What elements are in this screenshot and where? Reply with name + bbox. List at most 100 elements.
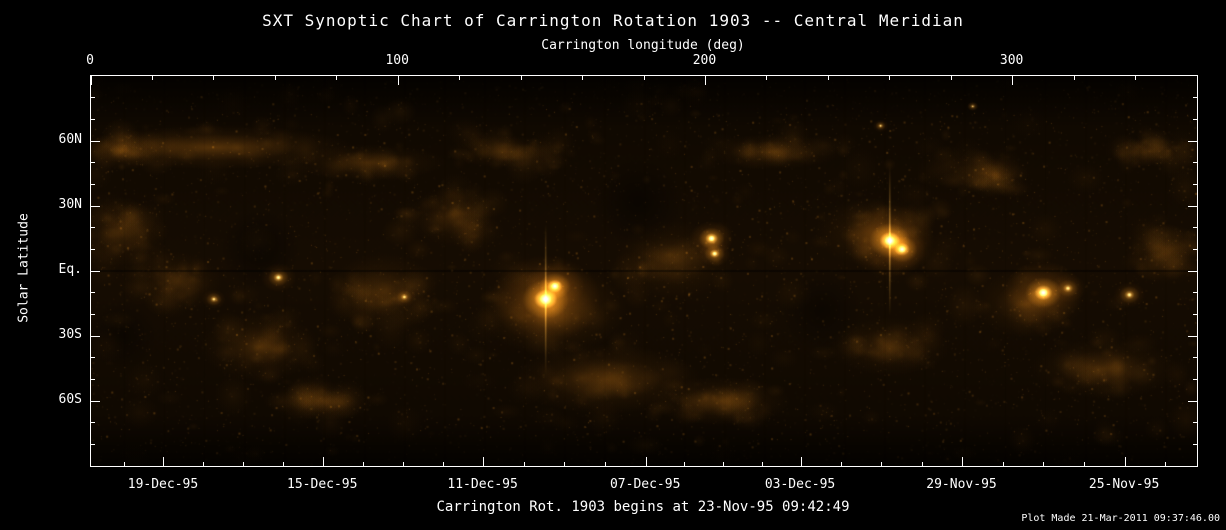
date-minor-tick: [1165, 462, 1167, 466]
latitude-major-tick: [91, 335, 100, 337]
date-major-tick: [322, 457, 324, 466]
longitude-minor-tick: [950, 76, 952, 80]
latitude-tick-label: 60N: [58, 132, 82, 147]
latitude-minor-tick: [1193, 183, 1197, 185]
latitude-minor-tick: [1193, 443, 1197, 445]
latitude-minor-tick: [91, 443, 95, 445]
longitude-minor-tick: [520, 76, 522, 80]
date-minor-tick: [203, 462, 205, 466]
longitude-major-tick: [1012, 76, 1014, 85]
latitude-minor-tick: [1193, 118, 1197, 120]
longitude-minor-tick: [459, 76, 461, 80]
latitude-minor-tick: [1193, 313, 1197, 315]
date-minor-tick: [1043, 462, 1045, 466]
date-minor-tick: [921, 462, 923, 466]
longitude-tick-label: 300: [999, 53, 1024, 68]
latitude-major-tick: [1188, 335, 1197, 337]
latitude-minor-tick: [91, 248, 95, 250]
date-major-tick: [483, 457, 485, 466]
plot-made-timestamp: Plot Made 21-Mar-2011 09:37:46.00: [1021, 513, 1220, 524]
date-minor-tick: [564, 462, 566, 466]
latitude-minor-tick: [91, 378, 95, 380]
longitude-minor-tick: [643, 76, 645, 80]
date-minor-tick: [684, 462, 686, 466]
longitude-minor-tick: [336, 76, 338, 80]
y-axis-label: Solar Latitude: [16, 213, 32, 323]
date-tick-label: 07-Dec-95: [609, 477, 681, 492]
date-major-tick: [962, 457, 964, 466]
latitude-major-tick: [91, 270, 100, 272]
latitude-minor-tick: [1193, 292, 1197, 294]
plot-area: [90, 75, 1198, 467]
date-minor-tick: [723, 462, 725, 466]
date-minor-tick: [402, 462, 404, 466]
latitude-major-tick: [91, 205, 100, 207]
longitude-major-tick: [90, 76, 92, 85]
longitude-minor-tick: [582, 76, 584, 80]
latitude-major-tick: [91, 140, 100, 142]
rotation-start-caption: Carrington Rot. 1903 begins at 23-Nov-95…: [436, 499, 850, 515]
x-axis-label: Carrington longitude (deg): [541, 38, 745, 53]
longitude-minor-tick: [151, 76, 153, 80]
longitude-tick-label: 0: [86, 53, 94, 68]
date-tick-label: 11-Dec-95: [447, 477, 518, 492]
longitude-tick-label: 100: [385, 53, 409, 68]
longitude-minor-tick: [274, 76, 276, 80]
longitude-minor-tick: [889, 76, 891, 80]
date-minor-tick: [1083, 462, 1085, 466]
date-minor-tick: [605, 462, 607, 466]
longitude-minor-tick: [1073, 76, 1075, 80]
latitude-minor-tick: [1193, 227, 1197, 229]
latitude-tick-label: 30N: [58, 197, 82, 212]
date-tick-label: 19-Dec-95: [127, 477, 199, 492]
latitude-tick-label: 30S: [58, 327, 82, 342]
latitude-minor-tick: [1193, 248, 1197, 250]
date-major-tick: [800, 457, 802, 466]
latitude-minor-tick: [91, 357, 95, 359]
latitude-minor-tick: [1193, 97, 1197, 99]
latitude-major-tick: [1188, 205, 1197, 207]
date-minor-tick: [243, 462, 245, 466]
latitude-major-tick: [1188, 400, 1197, 402]
latitude-tick-label: 60S: [58, 392, 82, 407]
latitude-major-tick: [1188, 140, 1197, 142]
latitude-minor-tick: [91, 118, 95, 120]
date-major-tick: [163, 457, 165, 466]
date-minor-tick: [362, 462, 364, 466]
synoptic-map-canvas: [91, 76, 1197, 466]
date-tick-label: 25-Nov-95: [1088, 477, 1160, 492]
longitude-major-tick: [397, 76, 399, 85]
longitude-tick-label: 200: [692, 53, 717, 68]
latitude-minor-tick: [91, 227, 95, 229]
date-minor-tick: [881, 462, 883, 466]
date-major-tick: [1124, 457, 1126, 466]
date-minor-tick: [523, 462, 525, 466]
latitude-minor-tick: [1193, 378, 1197, 380]
latitude-minor-tick: [91, 162, 95, 164]
longitude-major-tick: [704, 76, 706, 85]
latitude-major-tick: [1188, 270, 1197, 272]
longitude-minor-tick: [766, 76, 768, 80]
latitude-minor-tick: [91, 422, 95, 424]
latitude-minor-tick: [91, 292, 95, 294]
longitude-minor-tick: [1135, 76, 1137, 80]
latitude-minor-tick: [91, 97, 95, 99]
date-minor-tick: [123, 462, 125, 466]
longitude-minor-tick: [213, 76, 215, 80]
date-tick-label: 15-Dec-95: [287, 477, 358, 492]
date-minor-tick: [761, 462, 763, 466]
date-minor-tick: [1002, 462, 1004, 466]
date-tick-label: 03-Dec-95: [764, 477, 836, 492]
date-major-tick: [645, 457, 647, 466]
chart-title: SXT Synoptic Chart of Carrington Rotatio…: [262, 11, 964, 30]
date-minor-tick: [282, 462, 284, 466]
date-minor-tick: [443, 462, 445, 466]
date-tick-label: 29-Nov-95: [926, 477, 997, 492]
latitude-minor-tick: [1193, 357, 1197, 359]
latitude-tick-label: Eq.: [58, 262, 82, 277]
date-minor-tick: [840, 462, 842, 466]
latitude-major-tick: [91, 400, 100, 402]
latitude-minor-tick: [1193, 162, 1197, 164]
latitude-minor-tick: [1193, 422, 1197, 424]
